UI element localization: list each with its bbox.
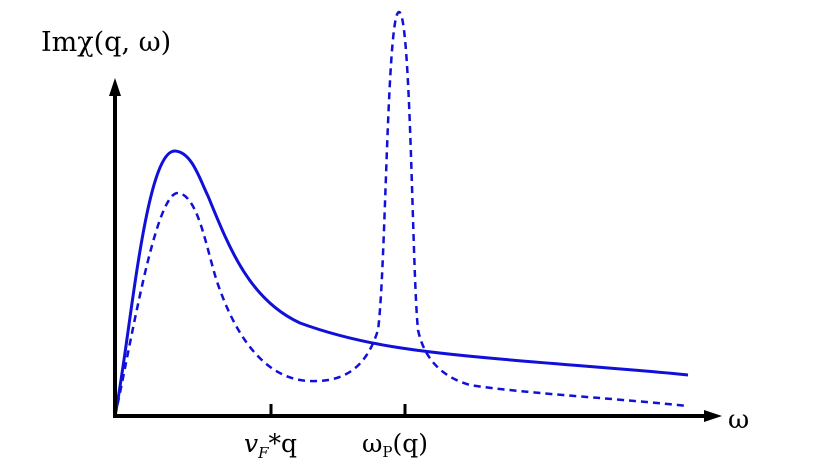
arrow-up-icon	[109, 78, 121, 96]
solid-response-curve	[113, 149, 689, 417]
tick-label-fermi-suffix: *q	[269, 429, 298, 458]
tick-label-plasmon: ωP(q)	[362, 429, 428, 461]
x-axis-label: ω	[728, 405, 749, 435]
dashed-response-curve	[113, 10, 689, 417]
tick-label-plasmon-main: ω	[362, 429, 382, 458]
tick-label-plasmon-sub: P	[382, 443, 392, 461]
tick-label-fermi-main: v	[244, 429, 258, 458]
tick-label-fermi-sub: F	[257, 444, 269, 462]
arrow-right-icon	[704, 410, 722, 422]
tick-label-plasmon-suffix: (q)	[392, 429, 428, 458]
y-axis-label: Imχ(q, ω)	[41, 27, 171, 58]
tick-label-fermi: vF*q	[244, 429, 297, 462]
